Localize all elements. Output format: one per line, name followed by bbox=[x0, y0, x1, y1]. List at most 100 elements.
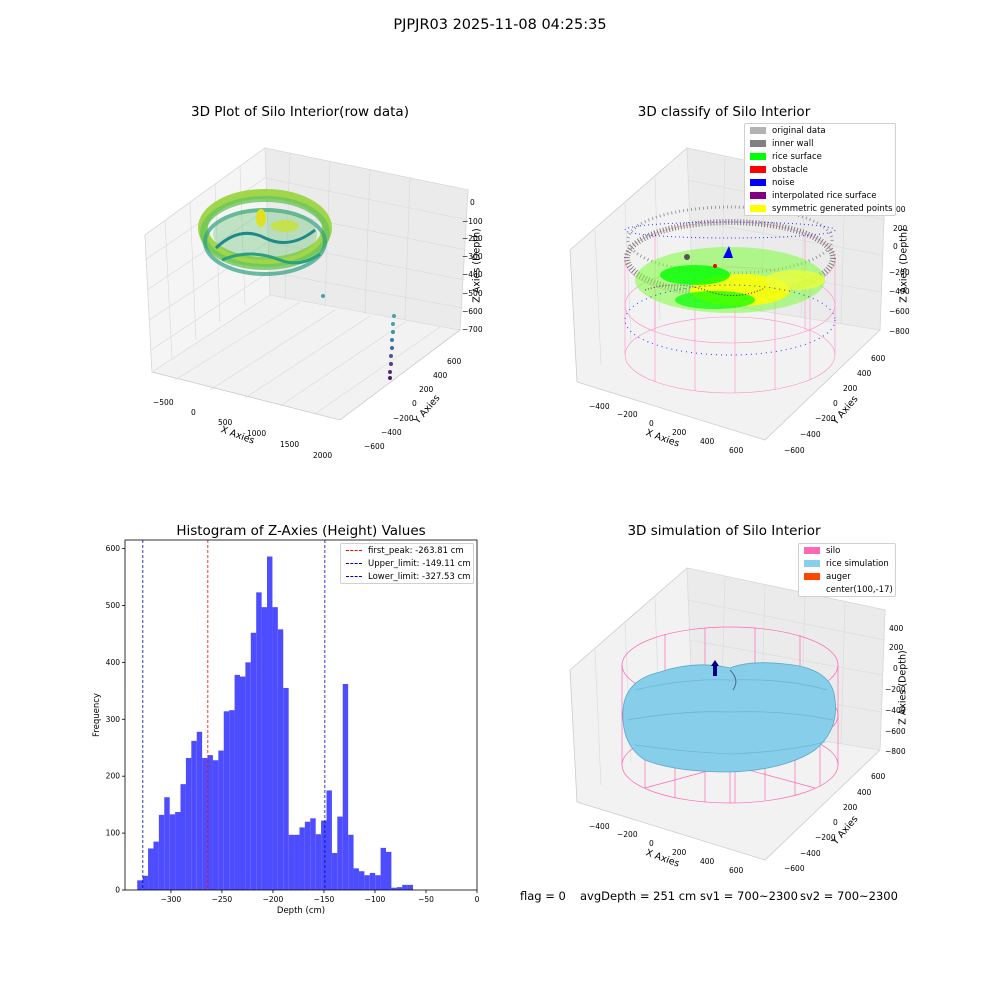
panel1-ytick: −400 bbox=[381, 428, 402, 437]
legend-swatch bbox=[804, 560, 820, 567]
histogram-bar bbox=[288, 834, 295, 890]
legend-swatch bbox=[750, 153, 766, 160]
legend-swatch bbox=[750, 166, 766, 173]
histogram-bar bbox=[375, 875, 381, 890]
panel1-ztick: −100 bbox=[462, 217, 483, 226]
hist-ytick-label: 300 bbox=[106, 715, 121, 724]
histogram-bar bbox=[223, 711, 230, 890]
status-avg-depth: avgDepth = 251 cm bbox=[580, 889, 697, 903]
histogram-bar bbox=[407, 884, 414, 890]
panel4-title: 3D simulation of Silo Interior bbox=[627, 523, 821, 539]
panel4-ztick: −200 bbox=[885, 685, 906, 694]
panel1-ztick: −600 bbox=[462, 307, 483, 316]
panel4-ytick: 200 bbox=[843, 803, 858, 812]
panel2-rice-surface bbox=[635, 247, 825, 313]
panel1-axes-pane bbox=[144, 147, 469, 421]
hist-xlabel: Depth (cm) bbox=[277, 906, 325, 916]
panel2-legend-entry: noise bbox=[745, 176, 895, 189]
histogram-bar bbox=[310, 818, 316, 890]
panel1-ytick: 400 bbox=[433, 371, 448, 380]
legend-label: first_peak: -263.81 cm bbox=[368, 545, 464, 556]
legend-label: Lower_limit: -327.53 cm bbox=[368, 571, 471, 582]
panel2-legend-entry: symmetric generated points bbox=[745, 202, 895, 215]
panel2-legend-entry: interpolated rice surface bbox=[745, 189, 895, 202]
panel2-xtick: −400 bbox=[589, 402, 610, 411]
histogram-bar bbox=[153, 841, 159, 890]
panel4-ytick: −600 bbox=[784, 864, 805, 873]
panel2-ztick: 200 bbox=[893, 224, 908, 233]
panel4-legend-entry: center(100,-17) bbox=[799, 583, 895, 596]
histogram-bar bbox=[353, 868, 359, 890]
panel1-xtick: −500 bbox=[153, 398, 174, 407]
histogram-bar bbox=[180, 784, 186, 890]
panel2-legend-entry: obstacle bbox=[745, 163, 895, 176]
hist-plot-frame bbox=[124, 539, 478, 891]
status-sv2: sv2 = 700~2300 bbox=[800, 889, 898, 903]
hist-xtick-label: −100 bbox=[365, 895, 386, 904]
histogram-bar bbox=[239, 676, 246, 890]
panel4-xtick: 0 bbox=[649, 839, 654, 848]
panel1-xtick: 1500 bbox=[280, 440, 300, 449]
histogram-bar bbox=[164, 797, 170, 890]
hist-ytick-label: 200 bbox=[106, 772, 121, 781]
legend-label: center(100,-17) bbox=[826, 584, 893, 595]
hist-xtick-label: −250 bbox=[212, 895, 233, 904]
panel1-xtick: 500 bbox=[218, 418, 233, 427]
legend-label: Upper_limit: -149.11 cm bbox=[368, 558, 471, 569]
panel2-title: 3D classify of Silo Interior bbox=[637, 104, 811, 120]
panel4-xtick: −400 bbox=[589, 822, 610, 831]
histogram-bar bbox=[402, 884, 408, 890]
histogram-bar bbox=[299, 827, 305, 890]
histogram-bar bbox=[267, 556, 273, 890]
panel2-xtick: 400 bbox=[700, 437, 715, 446]
legend-swatch bbox=[804, 547, 820, 554]
histogram-bar bbox=[234, 674, 240, 890]
panel4-ztick: 200 bbox=[889, 643, 904, 652]
panel2-xtick: 200 bbox=[672, 428, 687, 437]
histogram-bar bbox=[261, 607, 268, 890]
panel4-zlabel: Z Axies (Depth) bbox=[897, 650, 909, 725]
histogram-bar bbox=[342, 683, 349, 890]
histogram-bar bbox=[326, 790, 332, 890]
legend-label: original data bbox=[772, 125, 826, 136]
status-sv1: sv1 = 700~2300 bbox=[700, 889, 798, 903]
panel4-ytick: −200 bbox=[815, 833, 836, 842]
panel1-outlier-points bbox=[321, 294, 396, 380]
histogram-bar bbox=[315, 834, 322, 890]
panel4-ytick: −400 bbox=[800, 849, 821, 858]
panel1-ytick: 200 bbox=[419, 385, 434, 394]
histogram-bar bbox=[396, 887, 403, 890]
panel2-legend: original data inner wall rice surface ob… bbox=[744, 123, 896, 216]
panel1-ztick: −700 bbox=[462, 325, 483, 334]
legend-swatch bbox=[750, 205, 766, 212]
panel2-ytick: −400 bbox=[800, 430, 821, 439]
legend-label: noise bbox=[772, 177, 795, 188]
panel1-xtick: 0 bbox=[191, 408, 196, 417]
histogram-bar bbox=[391, 887, 397, 890]
panel4-ytick: 600 bbox=[871, 772, 886, 781]
panel4-3d-plot bbox=[569, 567, 886, 861]
panel1-title: 3D Plot of Silo Interior(row data) bbox=[191, 104, 409, 120]
panel4-ytick: 400 bbox=[857, 788, 872, 797]
panel2-ztick-partial: 00 bbox=[896, 205, 906, 214]
histogram-bar bbox=[158, 814, 165, 890]
panel4-ztick: 400 bbox=[889, 624, 904, 633]
panel2-legend-entry: rice surface bbox=[745, 150, 895, 163]
panel1-ytick: 600 bbox=[447, 357, 462, 366]
hist-legend-entry: first_peak: -263.81 cm bbox=[341, 544, 473, 557]
panel2-zlabel: Z Axies (Depth) bbox=[898, 228, 910, 303]
histogram-bar bbox=[277, 629, 284, 890]
histogram-chart: −300 −250 −200 −150 −100 −50 0 0 100 200 300 400 50… bbox=[92, 539, 480, 916]
hist-xtick-label: −300 bbox=[161, 895, 182, 904]
hist-xtick-label: −200 bbox=[263, 895, 284, 904]
panel2-ytick: −600 bbox=[784, 446, 805, 455]
panel2-legend-entry: original data bbox=[745, 124, 895, 137]
hist-title: Histogram of Z-Axies (Height) Values bbox=[176, 523, 426, 539]
panel4-ytick: 0 bbox=[833, 818, 838, 827]
histogram-bar bbox=[196, 731, 203, 890]
panel4-rice-simulation bbox=[622, 662, 836, 773]
histogram-bar bbox=[385, 851, 392, 890]
legend-label: silo bbox=[826, 545, 841, 556]
histogram-bar bbox=[304, 821, 311, 890]
panel1-ztick: 0 bbox=[470, 198, 475, 207]
